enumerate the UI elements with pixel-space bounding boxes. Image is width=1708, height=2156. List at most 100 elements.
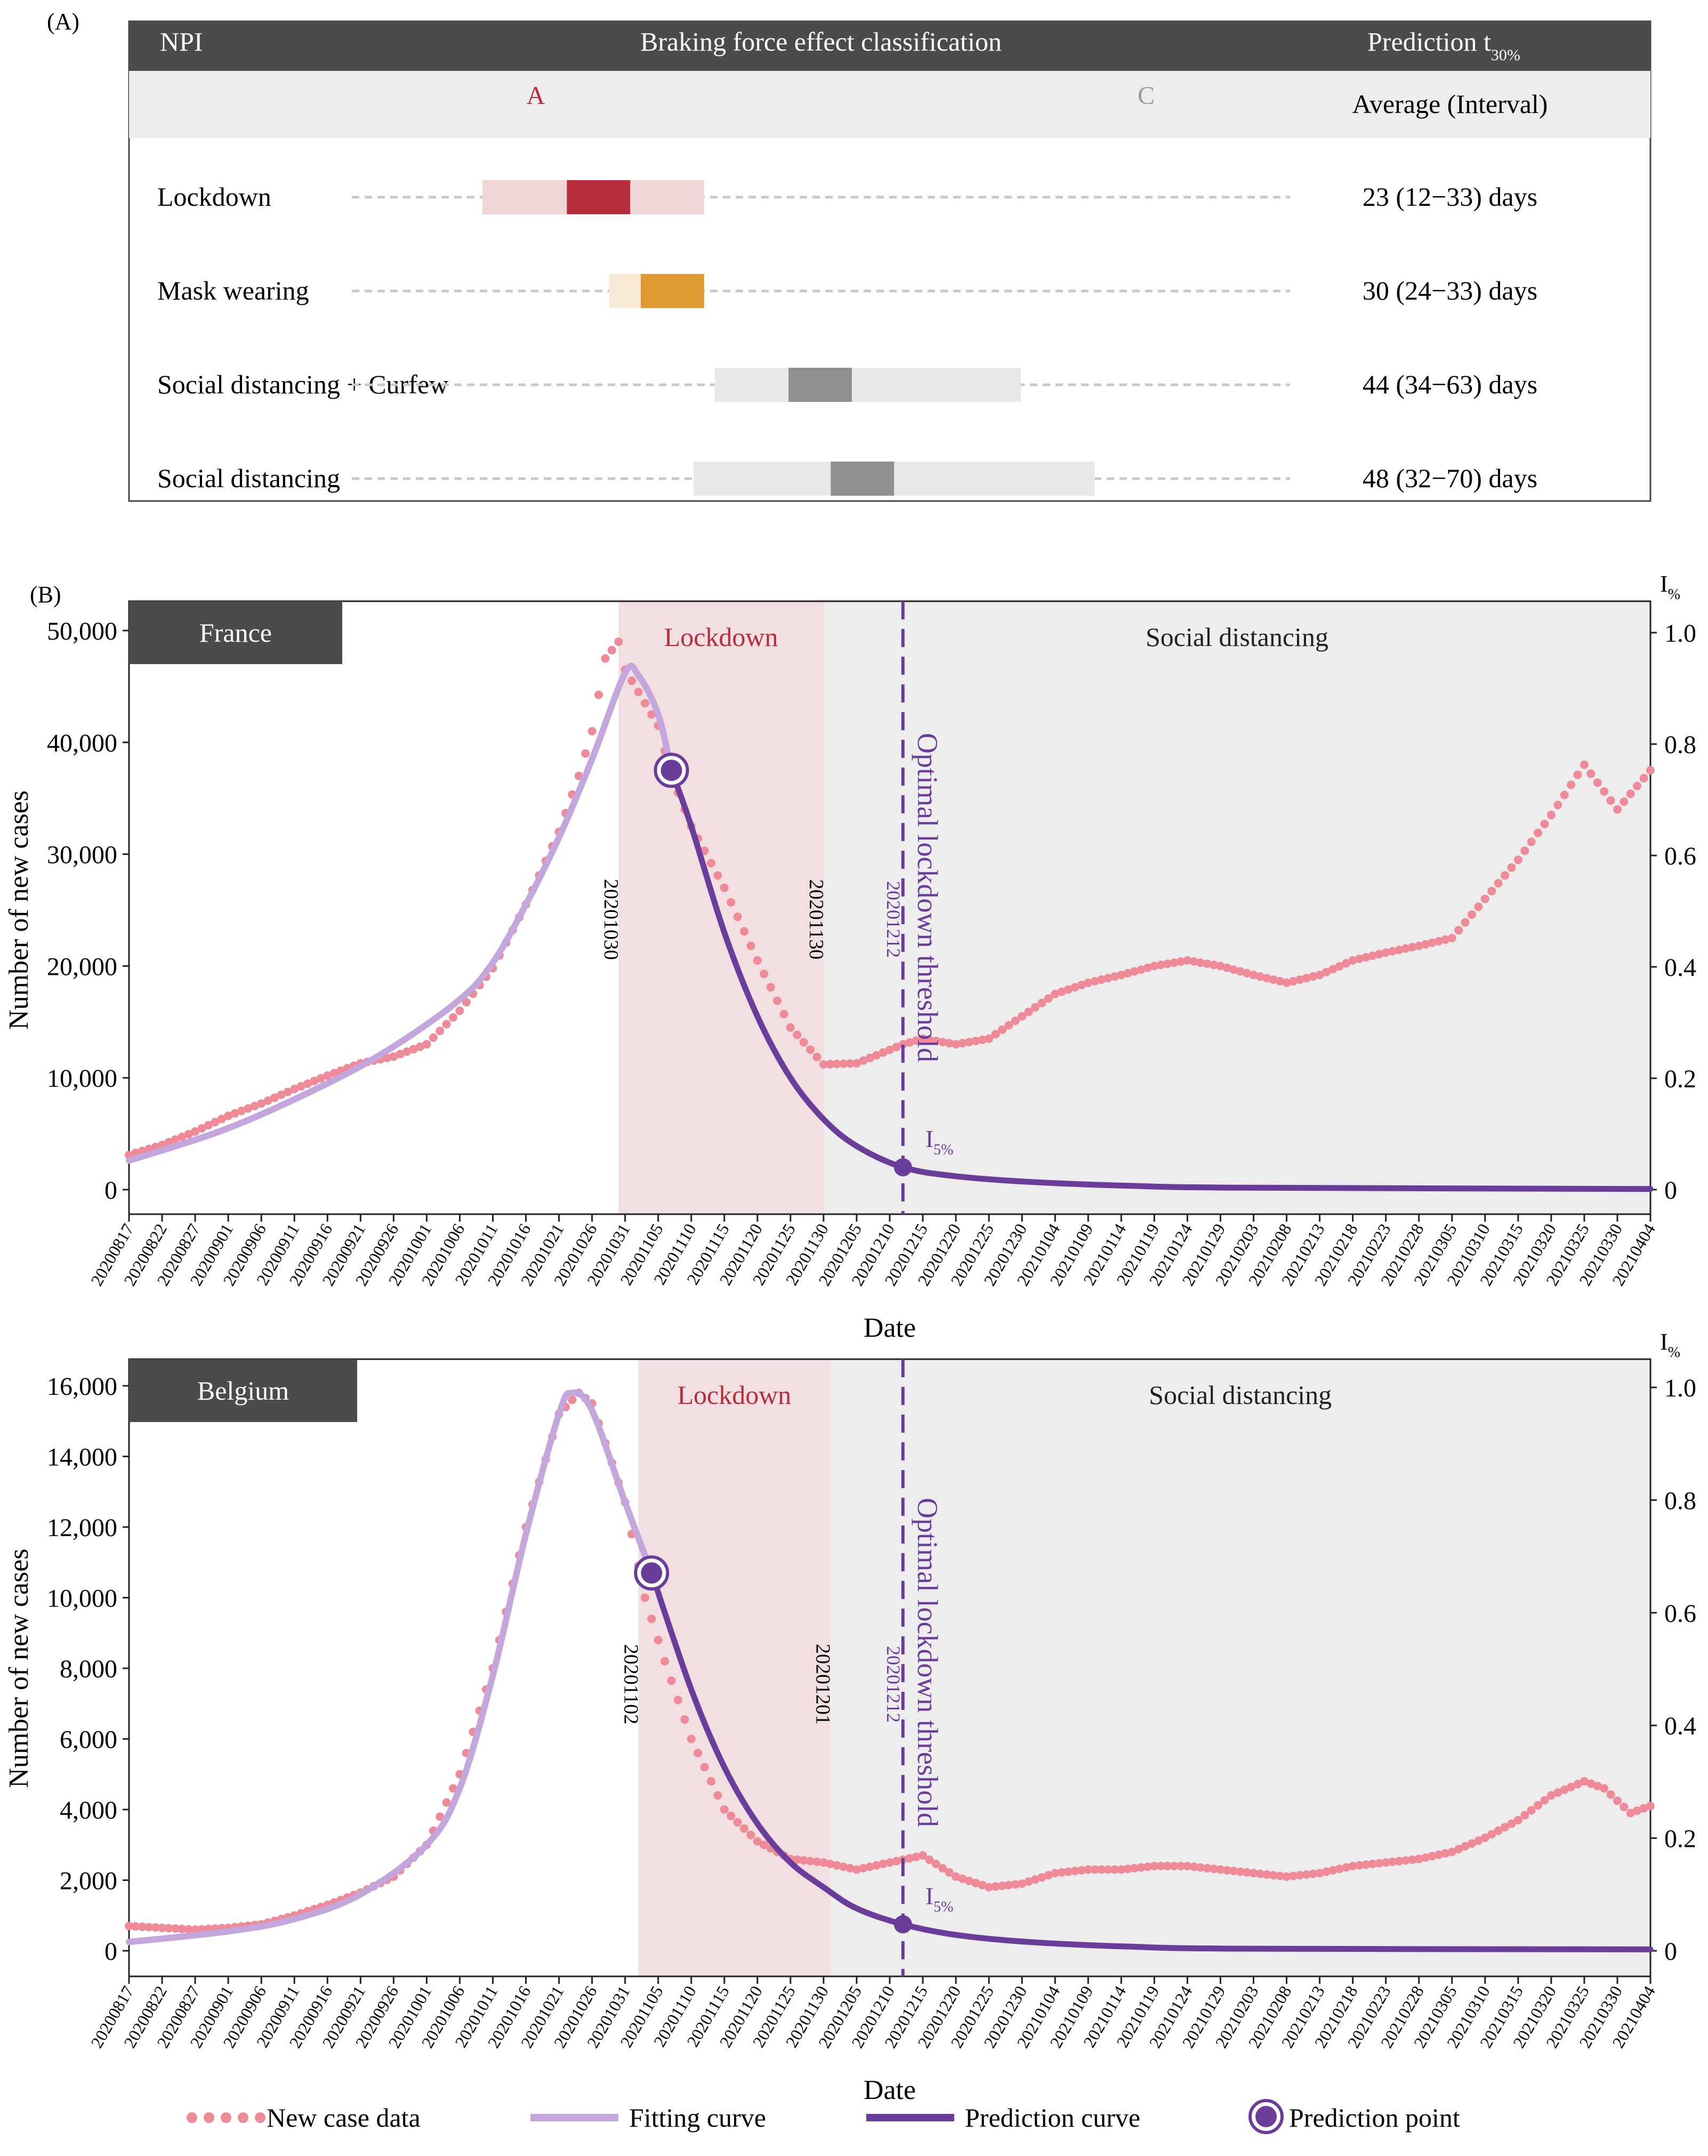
new-case-point	[131, 1922, 140, 1931]
threshold-point-label: I5%	[925, 1125, 954, 1158]
new-case-point	[1196, 958, 1205, 967]
new-case-point	[1342, 1863, 1351, 1872]
new-case-point	[244, 1104, 253, 1113]
new-case-point	[1646, 1802, 1655, 1811]
y-tick-label: 8,000	[60, 1655, 117, 1683]
new-case-point	[1137, 965, 1146, 974]
new-case-point	[832, 1060, 841, 1069]
new-case-point	[1401, 1856, 1410, 1865]
panel-a-subheader	[129, 71, 1650, 138]
new-case-point	[799, 1856, 808, 1865]
new-case-point	[1084, 1865, 1093, 1874]
npi-row-name: Lockdown	[157, 182, 271, 212]
new-case-point	[919, 1034, 928, 1043]
new-case-point	[1170, 1862, 1179, 1870]
new-case-point	[1243, 1868, 1252, 1877]
new-case-point	[1051, 989, 1060, 998]
new-case-point	[1282, 978, 1291, 987]
header-npi: NPI	[160, 27, 203, 56]
new-case-point	[1461, 1842, 1470, 1851]
new-case-point	[1196, 1863, 1205, 1872]
new-case-point	[1302, 974, 1311, 983]
new-case-point	[1567, 1782, 1576, 1791]
new-case-point	[1586, 1779, 1596, 1788]
new-case-point	[1428, 1852, 1437, 1861]
y2-tick-label: 0.2	[1664, 1825, 1696, 1853]
y2-tick-label: 0	[1664, 1937, 1677, 1966]
y-tick-label: 16,000	[47, 1372, 117, 1401]
new-case-point	[964, 1038, 973, 1047]
new-case-point	[1037, 1873, 1046, 1882]
new-case-point	[171, 1924, 180, 1933]
phase-date-mark: 20201130	[805, 879, 827, 960]
new-case-point	[1037, 998, 1046, 1007]
new-case-point	[1103, 1865, 1113, 1874]
new-case-point	[191, 1127, 200, 1136]
new-case-point	[1110, 1865, 1119, 1874]
y-tick-label: 10,000	[47, 1064, 117, 1093]
new-case-point	[1546, 811, 1556, 820]
new-case-point	[1527, 837, 1536, 846]
npi-row-prediction: 44 (34−63) days	[1363, 369, 1537, 399]
new-case-point	[786, 1023, 795, 1032]
new-case-point	[1355, 954, 1364, 963]
new-case-point	[1487, 1830, 1496, 1839]
new-case-point	[819, 1060, 828, 1069]
new-case-point	[409, 1045, 418, 1054]
new-case-point	[766, 983, 775, 992]
distancing-label: Social distancing	[1146, 622, 1328, 652]
new-case-point	[706, 859, 715, 868]
new-case-point	[1137, 1863, 1146, 1872]
new-case-point	[1567, 780, 1576, 789]
new-case-point	[952, 1872, 961, 1881]
new-case-point	[1606, 796, 1615, 805]
new-case-point	[746, 941, 755, 950]
new-case-point	[1183, 956, 1192, 965]
new-case-point	[462, 998, 471, 1007]
new-case-point	[845, 1863, 855, 1872]
new-case-point	[1408, 943, 1417, 952]
new-case-point	[1216, 1865, 1225, 1874]
new-case-point	[779, 1010, 788, 1019]
new-case-point	[872, 1051, 881, 1060]
new-case-point	[753, 956, 762, 965]
new-case-point	[1580, 760, 1589, 769]
new-case-point	[733, 1818, 742, 1827]
new-case-point	[1395, 946, 1404, 955]
new-case-point	[1501, 1823, 1510, 1832]
new-case-point	[667, 1676, 676, 1685]
legend-fit-label: Fitting curve	[629, 2103, 766, 2133]
legend-data-label: New case data	[267, 2103, 421, 2133]
new-case-point	[1130, 1863, 1139, 1872]
new-case-point	[1348, 1862, 1357, 1870]
new-case-point	[971, 1878, 980, 1887]
new-case-point	[1269, 975, 1278, 984]
new-case-point	[640, 1593, 649, 1602]
new-case-point	[1203, 1863, 1212, 1872]
y-axis-label: Number of new cases	[4, 790, 34, 1030]
new-case-point	[640, 699, 649, 708]
new-case-point	[1441, 1849, 1450, 1858]
phase-date-mark: 20201102	[619, 1644, 642, 1725]
lockdown-label: Lockdown	[677, 1380, 791, 1410]
new-case-point	[845, 1059, 855, 1068]
y-tick-label: 30,000	[47, 841, 117, 869]
new-case-point	[1057, 987, 1066, 996]
new-case-point	[1600, 787, 1609, 796]
new-case-point	[436, 1027, 445, 1036]
new-case-point	[1573, 1780, 1582, 1789]
legend-point-label: Prediction point	[1289, 2103, 1460, 2133]
new-case-point	[1269, 1871, 1278, 1880]
new-case-point	[1534, 1801, 1543, 1810]
new-case-point	[1018, 1879, 1027, 1888]
new-case-point	[1421, 940, 1430, 949]
new-case-point	[1216, 962, 1225, 971]
new-case-point	[1335, 962, 1344, 971]
new-case-point	[706, 1777, 715, 1786]
new-case-point	[1322, 1867, 1331, 1876]
y-tick-label: 14,000	[47, 1443, 117, 1472]
y-tick-label: 0	[104, 1176, 117, 1205]
new-case-point	[1110, 972, 1119, 981]
new-case-point	[1401, 944, 1410, 953]
new-case-point	[1309, 1869, 1318, 1878]
